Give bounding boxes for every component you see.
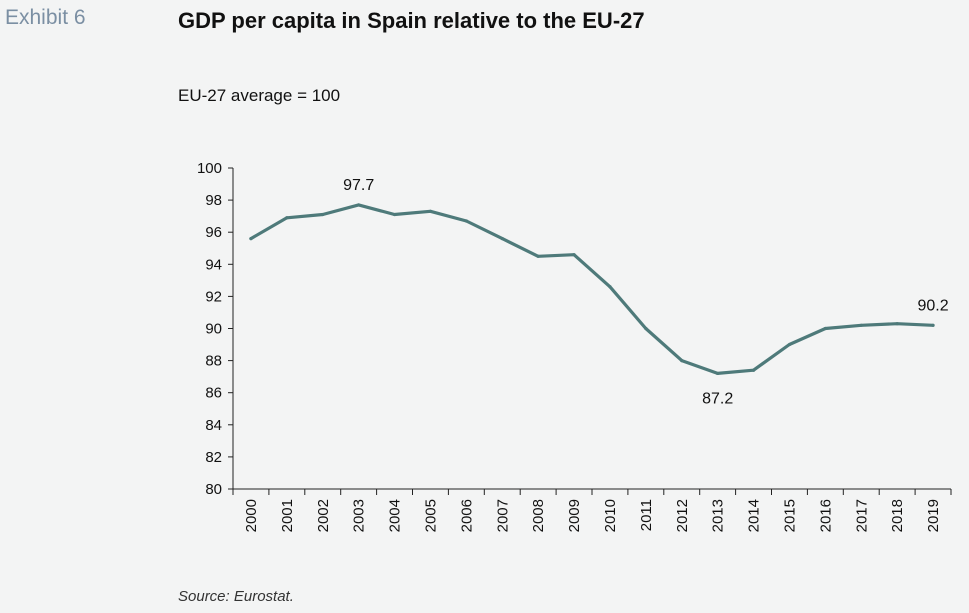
x-tick-label: 2015 bbox=[781, 499, 798, 532]
y-tick-label: 88 bbox=[205, 353, 222, 370]
y-tick-label: 98 bbox=[205, 192, 222, 209]
y-tick-label: 94 bbox=[205, 256, 222, 273]
data-point bbox=[680, 359, 684, 363]
data-point bbox=[895, 322, 899, 326]
x-tick-label: 2002 bbox=[315, 499, 332, 532]
x-tick-label: 2007 bbox=[494, 499, 511, 532]
y-tick-label: 86 bbox=[205, 385, 222, 402]
x-tick-label: 2008 bbox=[530, 499, 547, 532]
data-point bbox=[285, 216, 289, 220]
y-tick-label: 92 bbox=[205, 288, 222, 305]
y-tick-label: 80 bbox=[205, 481, 222, 498]
data-point bbox=[644, 326, 648, 331]
data-point bbox=[751, 368, 756, 372]
x-tick-label: 2019 bbox=[925, 499, 942, 532]
chart-subtitle: EU-27 average = 100 bbox=[178, 86, 341, 105]
data-point bbox=[536, 254, 540, 258]
data-point bbox=[931, 323, 935, 327]
x-tick-label: 2018 bbox=[889, 499, 906, 532]
x-tick-label: 2013 bbox=[710, 499, 727, 532]
data-point bbox=[823, 326, 827, 331]
x-tick-label: 2003 bbox=[351, 499, 368, 532]
x-tick-label: 2016 bbox=[817, 499, 834, 532]
y-tick-label: 82 bbox=[205, 449, 222, 466]
x-tick-label: 2012 bbox=[674, 499, 691, 532]
data-point bbox=[716, 371, 720, 376]
exhibit-label: Exhibit 6 bbox=[5, 6, 86, 29]
data-point bbox=[321, 212, 325, 217]
data-label: 90.2 bbox=[917, 297, 948, 314]
y-tick-label: 100 bbox=[197, 160, 222, 177]
x-tick-label: 2000 bbox=[243, 499, 260, 532]
data-label: 87.2 bbox=[702, 390, 733, 407]
data-point bbox=[428, 209, 433, 213]
chart-title: GDP per capita in Spain relative to the … bbox=[178, 8, 645, 33]
x-tick-label: 2006 bbox=[458, 499, 475, 532]
x-tick-label: 2001 bbox=[279, 499, 296, 532]
data-point bbox=[859, 323, 863, 327]
x-tick-label: 2014 bbox=[746, 499, 763, 532]
x-tick-label: 2011 bbox=[638, 499, 655, 531]
data-point bbox=[572, 253, 576, 257]
x-tick-label: 2017 bbox=[853, 499, 870, 532]
data-point bbox=[787, 342, 792, 347]
x-tick-label: 2004 bbox=[387, 499, 404, 532]
data-point bbox=[464, 219, 468, 223]
x-tick-label: 2009 bbox=[566, 499, 583, 532]
y-tick-label: 84 bbox=[205, 417, 222, 434]
source-note: Source: Eurostat. bbox=[178, 588, 294, 605]
data-label: 97.7 bbox=[343, 177, 374, 194]
data-point bbox=[357, 203, 361, 207]
x-tick-label: 2005 bbox=[422, 499, 439, 532]
data-point bbox=[608, 285, 612, 289]
y-tick-label: 90 bbox=[205, 321, 222, 338]
data-point bbox=[249, 237, 253, 241]
y-tick-label: 96 bbox=[205, 224, 222, 241]
data-point bbox=[392, 212, 397, 217]
data-point bbox=[500, 237, 504, 241]
x-tick-label: 2010 bbox=[602, 499, 619, 532]
series-line bbox=[249, 203, 935, 375]
